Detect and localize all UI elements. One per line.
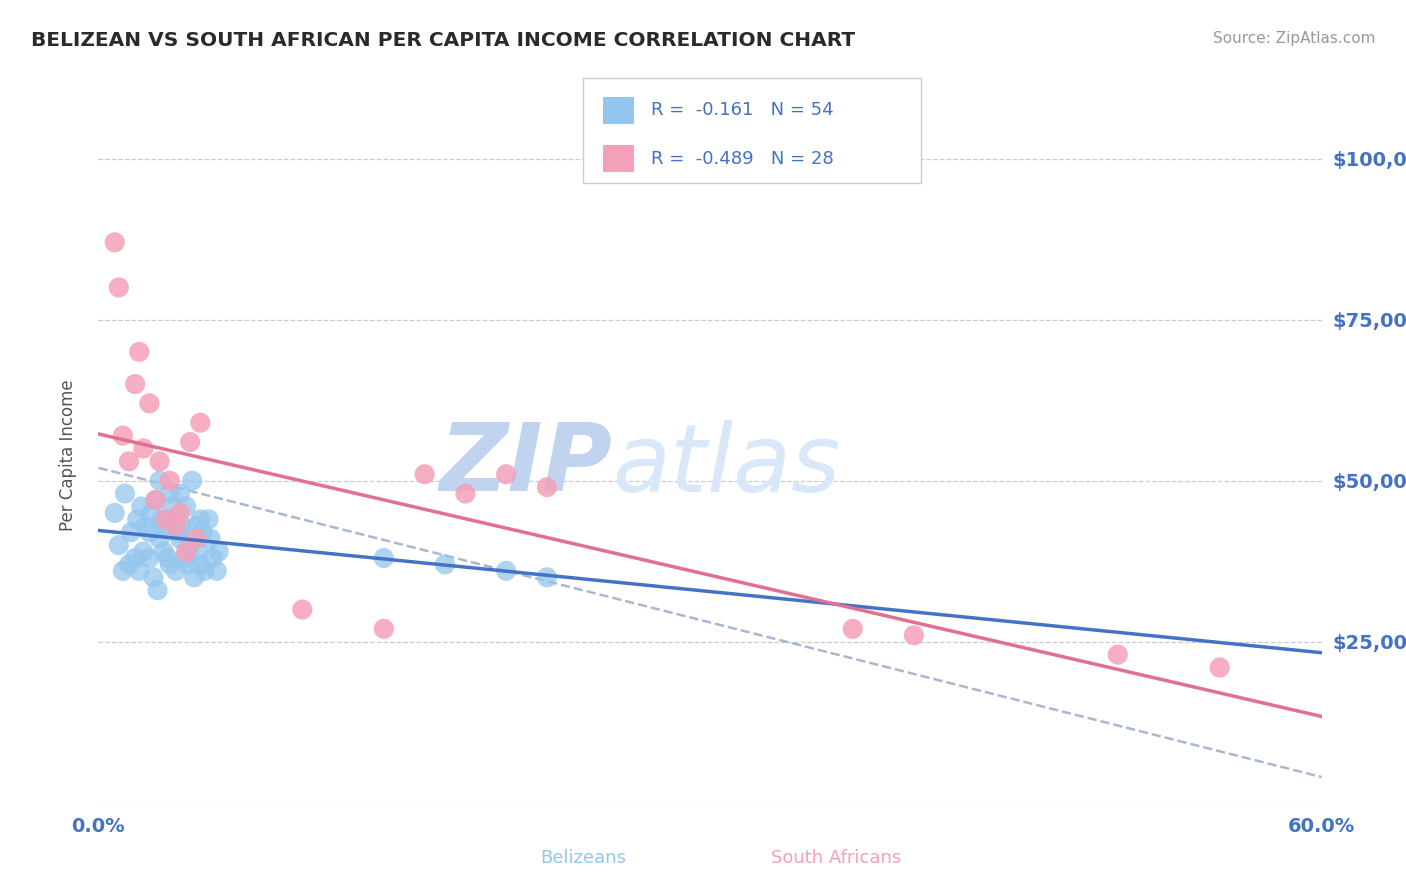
Point [903, 628, 925, 642]
Point [495, 564, 517, 578]
Point [146, 583, 169, 598]
Point [495, 467, 517, 482]
Point [155, 512, 177, 526]
Point [173, 551, 195, 566]
Point [134, 518, 156, 533]
Point [138, 525, 160, 540]
Point [373, 551, 395, 566]
Point [132, 442, 155, 456]
Point [181, 474, 204, 488]
Point [197, 512, 219, 526]
Y-axis label: Per Capita Income: Per Capita Income [59, 379, 77, 531]
Text: R =  -0.161   N = 54: R = -0.161 N = 54 [651, 101, 834, 119]
Point [188, 512, 212, 526]
Point [177, 558, 200, 572]
Point [1209, 660, 1232, 674]
Point [138, 396, 160, 410]
Point [159, 486, 181, 500]
Point [169, 506, 191, 520]
Point [159, 558, 181, 572]
Point [114, 486, 136, 500]
Text: South Africans: South Africans [772, 849, 901, 867]
Text: BELIZEAN VS SOUTH AFRICAN PER CAPITA INCOME CORRELATION CHART: BELIZEAN VS SOUTH AFRICAN PER CAPITA INC… [31, 31, 855, 50]
Point [138, 551, 160, 566]
Point [124, 377, 146, 392]
Point [169, 532, 191, 546]
Point [193, 564, 215, 578]
Point [174, 500, 197, 514]
Point [841, 622, 863, 636]
Point [536, 570, 558, 584]
Point [536, 480, 558, 494]
Point [159, 474, 181, 488]
Text: ZIP: ZIP [439, 419, 612, 511]
Point [145, 493, 167, 508]
Text: Belizeans: Belizeans [540, 849, 627, 867]
Text: R =  -0.489   N = 28: R = -0.489 N = 28 [651, 150, 834, 168]
Point [152, 544, 174, 558]
Point [120, 525, 142, 540]
Point [128, 564, 150, 578]
Point [183, 570, 205, 584]
Point [149, 532, 172, 546]
Point [174, 544, 197, 558]
Point [163, 512, 186, 526]
Point [104, 506, 127, 520]
Point [127, 512, 149, 526]
Point [132, 544, 155, 558]
Point [291, 602, 314, 616]
Point [186, 518, 208, 533]
Point [165, 564, 187, 578]
Point [149, 454, 172, 468]
Point [142, 570, 165, 584]
Point [160, 500, 183, 514]
Point [124, 551, 146, 566]
Point [179, 538, 201, 552]
Point [111, 428, 134, 442]
Point [201, 551, 224, 566]
Point [187, 544, 209, 558]
Point [165, 518, 187, 533]
Point [108, 538, 131, 552]
Point [150, 512, 173, 526]
Point [179, 435, 201, 450]
Point [188, 416, 212, 430]
Point [145, 493, 167, 508]
Point [200, 532, 222, 546]
Point [191, 525, 214, 540]
Point [413, 467, 436, 482]
Point [118, 558, 141, 572]
Point [205, 564, 228, 578]
Point [118, 454, 141, 468]
Point [454, 486, 477, 500]
Point [111, 564, 134, 578]
Point [129, 500, 152, 514]
Point [155, 518, 177, 533]
Point [141, 506, 163, 520]
Text: Source: ZipAtlas.com: Source: ZipAtlas.com [1212, 31, 1375, 46]
Point [169, 486, 191, 500]
Point [1107, 648, 1129, 662]
Point [373, 622, 395, 636]
Point [186, 532, 208, 546]
Point [128, 344, 150, 359]
Point [434, 558, 457, 572]
Point [170, 518, 193, 533]
Point [149, 474, 172, 488]
Point [156, 551, 179, 566]
Point [104, 235, 127, 250]
Point [188, 558, 212, 572]
Point [108, 280, 131, 294]
Point [208, 544, 231, 558]
Point [167, 525, 190, 540]
Text: atlas: atlas [612, 420, 841, 511]
